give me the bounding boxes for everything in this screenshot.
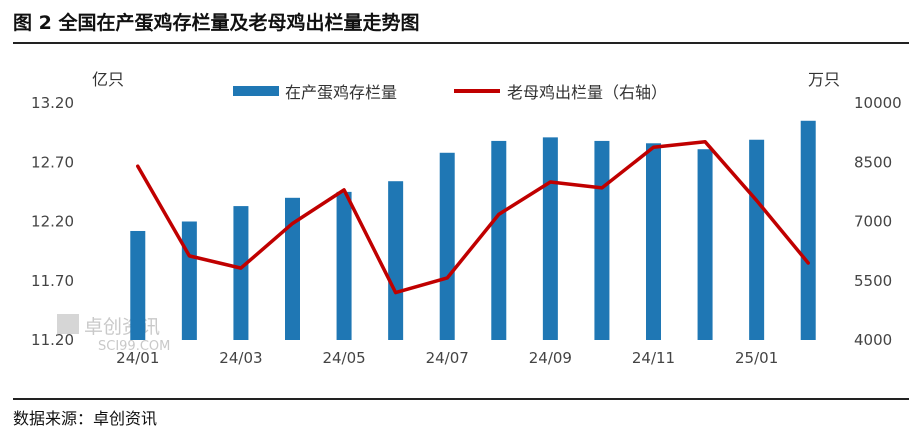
right-axis-tick-label: 7000	[854, 213, 892, 231]
bar-24-02	[181, 221, 197, 340]
x-axis-tick-label: 25/01	[735, 349, 778, 367]
right-axis-tick-label: 10000	[854, 94, 902, 112]
right-axis-unit: 万只	[808, 70, 840, 89]
left-axis-unit: 亿只	[92, 70, 124, 89]
bar-24-06	[388, 181, 404, 340]
bar-25-01	[749, 139, 765, 340]
figure-title: 图 2 全国在产蛋鸡存栏量及老母鸡出栏量走势图	[13, 12, 420, 34]
x-axis-tick-label: 24/11	[632, 349, 675, 367]
top-rule	[13, 42, 909, 44]
right-axis-tick-label: 4000	[854, 331, 892, 349]
bar-24-07	[439, 152, 455, 340]
bottom-rule	[13, 398, 909, 400]
bar-25-02	[800, 120, 816, 341]
left-axis-tick-label: 12.20	[31, 213, 74, 231]
bar-24-01	[130, 230, 146, 340]
x-axis-tick-label: 24/03	[219, 349, 262, 367]
bar-24-05	[336, 191, 352, 340]
right-axis-tick-label: 5500	[854, 272, 892, 290]
chart: 卓创资讯 SCI99.COM 13.20 12.70 12.20 11.70 11.20…	[31, 70, 902, 367]
legend: 在产蛋鸡存栏量 老母鸡出栏量（右轴）	[233, 83, 667, 102]
bar-24-12	[697, 149, 713, 340]
right-axis-tick-label: 8500	[854, 153, 892, 171]
x-axis-tick-label: 24/05	[322, 349, 365, 367]
data-source: 数据来源：卓创资讯	[13, 409, 158, 428]
left-axis-tick-label: 11.20	[31, 331, 74, 349]
watermark-logo-icon	[57, 314, 79, 334]
x-axis-tick-label: 24/09	[529, 349, 572, 367]
bar-24-10	[594, 140, 610, 340]
left-axis-tick-label: 12.70	[31, 153, 74, 171]
line-series-old-hens	[136, 139, 810, 295]
legend-bar-swatch	[233, 86, 279, 96]
bar-24-08	[491, 140, 507, 340]
left-axis-tick-label: 11.70	[31, 272, 74, 290]
legend-line-label: 老母鸡出栏量（右轴）	[507, 83, 667, 102]
bar-24-03	[233, 206, 249, 340]
bar-24-09	[542, 137, 558, 340]
bar-24-11	[646, 143, 661, 340]
x-axis-tick-label: 24/01	[116, 349, 159, 367]
legend-bar-label: 在产蛋鸡存栏量	[285, 83, 397, 102]
watermark-en: SCI99.COM	[98, 339, 170, 354]
watermark-cn: 卓创资讯	[84, 316, 160, 338]
bar-24-04	[285, 197, 300, 340]
watermark: 卓创资讯 SCI99.COM	[57, 314, 170, 354]
x-axis-tick-label: 24/07	[426, 349, 469, 367]
left-axis-tick-label: 13.20	[31, 94, 74, 112]
